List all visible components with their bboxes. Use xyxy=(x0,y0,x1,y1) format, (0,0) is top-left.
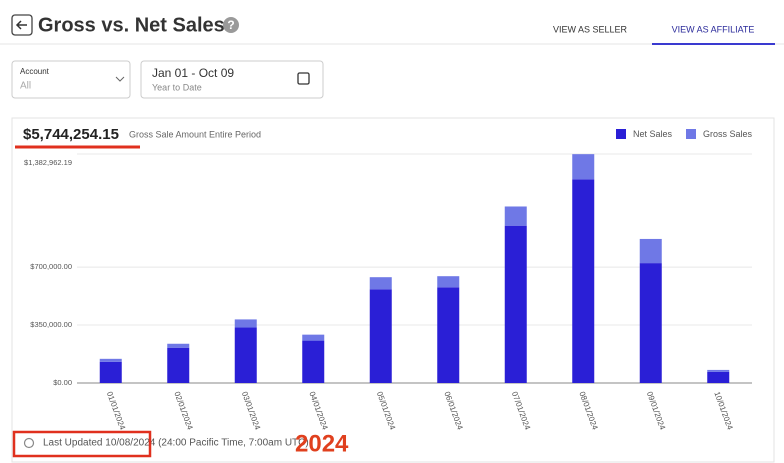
bar-segment xyxy=(504,225,527,383)
bar-segment xyxy=(639,263,662,383)
bar-segment xyxy=(707,369,730,372)
account-value: All xyxy=(20,81,31,92)
chevron xyxy=(115,76,125,82)
bar-segment xyxy=(369,289,392,383)
page-title: Gross vs. Net Sales xyxy=(38,14,225,36)
bar-segment xyxy=(707,371,730,383)
bar-segment xyxy=(639,238,662,264)
tab[interactable]: VIEW AS SELLER xyxy=(553,24,628,34)
total-label: Gross Sale Amount Entire Period xyxy=(129,129,261,139)
bar-segment xyxy=(572,154,595,180)
tab-active[interactable]: VIEW AS AFFILIATE xyxy=(672,24,755,34)
bar-segment xyxy=(302,334,325,341)
bar-segment xyxy=(572,179,595,383)
help-mark: ? xyxy=(227,18,234,32)
account-label: Account xyxy=(20,67,50,76)
date-preset: Year to Date xyxy=(152,82,202,92)
bar-segment xyxy=(437,287,460,383)
bar-segment xyxy=(504,206,527,226)
total: $5,744,254.15 xyxy=(23,126,119,143)
bar-segment xyxy=(437,276,460,288)
annotation: 2024 xyxy=(295,430,349,457)
bar-segment xyxy=(99,358,122,362)
bar-segment xyxy=(234,327,257,383)
bar-segment xyxy=(234,319,257,328)
y-tick-label: $0.00 xyxy=(53,378,72,387)
date-range: Jan 01 - Oct 09 xyxy=(152,66,234,80)
highlight-box xyxy=(12,430,152,458)
refresh-icon[interactable] xyxy=(23,437,35,449)
legend-swatch xyxy=(686,129,696,139)
bar-segment xyxy=(167,347,190,383)
back-arrow xyxy=(15,20,27,30)
legend-label: Net Sales xyxy=(633,129,673,139)
bar-segment xyxy=(99,361,122,383)
bar-segment xyxy=(302,340,325,383)
bar-segment xyxy=(369,277,392,290)
legend-swatch xyxy=(616,129,626,139)
last-updated: Last Updated 10/08/2024 (24:00 Pacific T… xyxy=(43,438,309,449)
y-tick-label: $700,000.00 xyxy=(30,262,72,271)
y-tick-label: $1,382,962.19 xyxy=(24,158,72,167)
legend-label: Gross Sales xyxy=(703,129,753,139)
help-icon[interactable] xyxy=(223,17,239,33)
bar-segment xyxy=(167,343,190,348)
calendar-icon xyxy=(297,72,310,85)
date-picker[interactable] xyxy=(140,60,324,99)
y-tick-label: $350,000.00 xyxy=(30,320,72,329)
account-select[interactable] xyxy=(11,60,131,99)
